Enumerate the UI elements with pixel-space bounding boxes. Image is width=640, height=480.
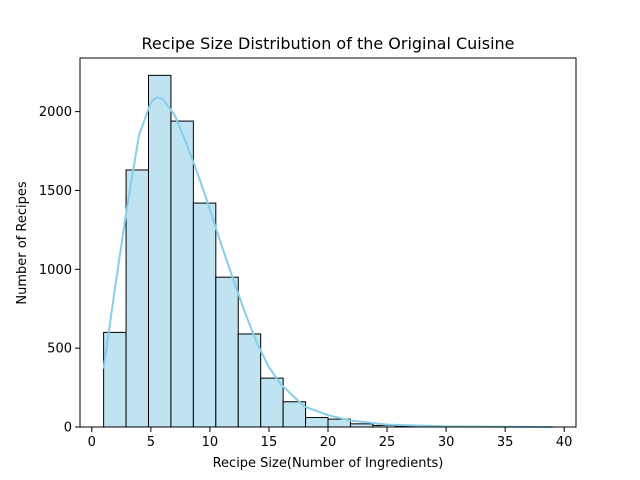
histogram-bar — [260, 377, 284, 428]
y-tick-label: 2000 — [39, 105, 72, 120]
histogram-bar — [215, 276, 239, 428]
histogram-bar — [237, 333, 262, 428]
x-axis-ticks: 0 5 10 15 20 25 30 35 40 — [88, 427, 573, 450]
histogram-bar — [147, 74, 172, 428]
x-tick-label: 0 — [88, 435, 96, 450]
x-tick-label: 5 — [147, 435, 155, 450]
chart-title: Recipe Size Distribution of the Original… — [142, 34, 515, 53]
histogram-bar — [192, 202, 217, 428]
bars-group — [103, 74, 553, 428]
x-tick-label: 20 — [320, 435, 337, 450]
histogram-bar — [125, 169, 149, 428]
y-axis-label: Number of Recipes — [15, 181, 30, 304]
y-tick-label: 1500 — [39, 184, 72, 199]
y-tick-label: 1000 — [39, 263, 72, 278]
x-tick-label: 40 — [556, 435, 573, 450]
x-tick-label: 10 — [202, 435, 219, 450]
x-tick-label: 25 — [379, 435, 396, 450]
y-tick-label: 500 — [47, 342, 72, 357]
kde-curve — [102, 96, 553, 428]
y-tick-label: 0 — [64, 421, 72, 436]
x-tick-label: 15 — [261, 435, 278, 450]
y-axis-ticks: 0 500 1000 1500 2000 — [39, 105, 80, 436]
x-axis-label: Recipe Size(Number of Ingredients) — [213, 456, 444, 471]
histogram-bar — [305, 417, 329, 428]
x-tick-label: 30 — [438, 435, 455, 450]
histogram-bar — [170, 120, 194, 428]
x-tick-label: 35 — [497, 435, 514, 450]
